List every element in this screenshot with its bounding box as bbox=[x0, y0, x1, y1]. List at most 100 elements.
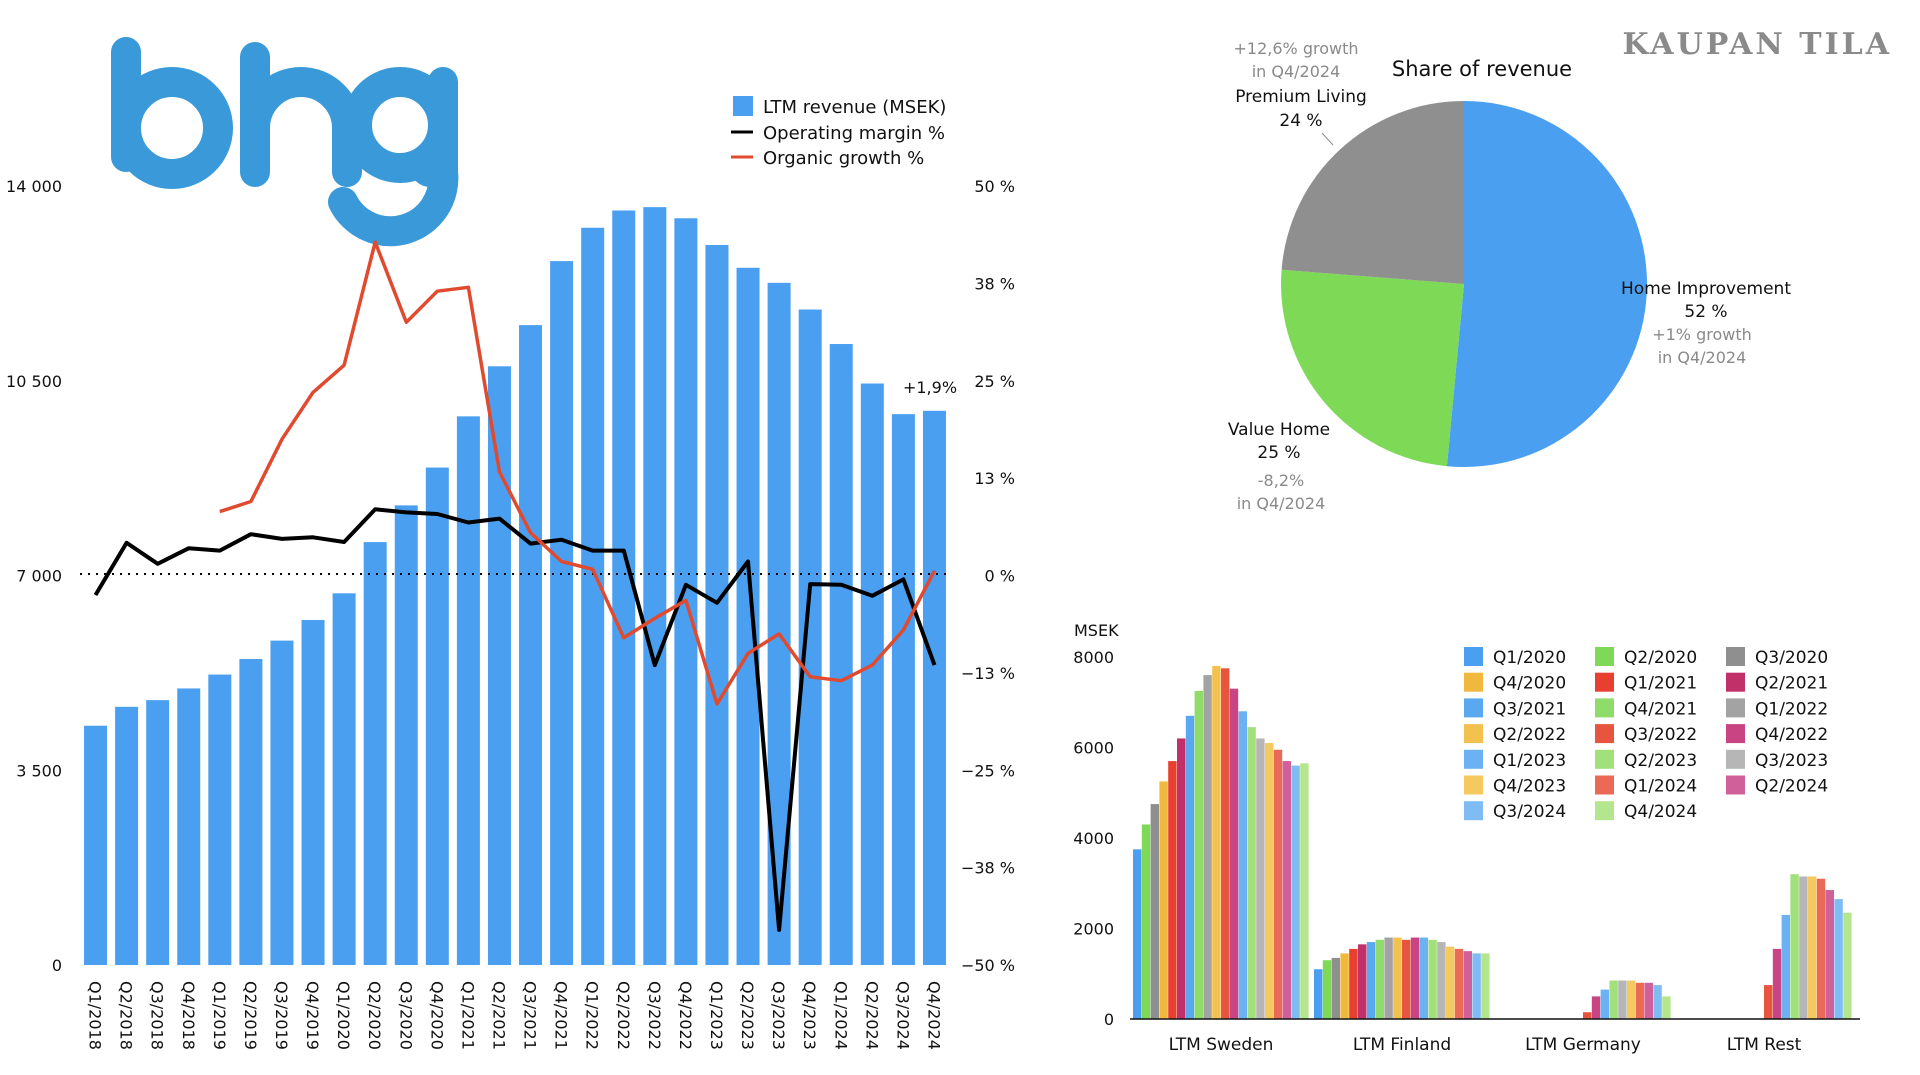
regional-bar-ltm-finland-q2-2021 bbox=[1358, 944, 1367, 1019]
main-legend: LTM revenue (MSEK) Operating margin % Or… bbox=[731, 96, 946, 169]
pie-pct-premium-living: 24 % bbox=[1279, 111, 1322, 131]
regional-bar-ltm-germany-q4-2023 bbox=[1627, 980, 1636, 1019]
regional-bar-ltm-finland-q3-2021 bbox=[1366, 942, 1376, 1019]
regional-legend-label-q4-2022: Q4/2022 bbox=[1755, 725, 1828, 745]
y2-tick-label: −50 % bbox=[961, 956, 1015, 975]
legend-swatch-revenue bbox=[733, 96, 753, 116]
regional-legend-swatch-q3-2021 bbox=[1464, 698, 1483, 718]
pie-note2-value-home: in Q4/2024 bbox=[1237, 494, 1326, 513]
revenue-bar-q4-2019 bbox=[301, 620, 325, 965]
regional-legend-swatch-q4-2022 bbox=[1726, 724, 1745, 744]
regional-bar-ltm-rest-q3-2022 bbox=[1764, 985, 1773, 1019]
regional-bar-ltm-rest-q3-2024 bbox=[1834, 899, 1843, 1019]
regional-bar-ltm-finland-q1-2022 bbox=[1384, 937, 1393, 1019]
regional-group-label: LTM Sweden bbox=[1169, 1035, 1274, 1055]
y-tick-label: 10 500 bbox=[6, 372, 62, 391]
regional-bar-ltm-germany-q3-2022 bbox=[1583, 1012, 1592, 1019]
regional-bar-ltm-finland-q2-2023 bbox=[1428, 939, 1437, 1019]
regional-bar-ltm-sweden-q4-2021 bbox=[1194, 690, 1203, 1019]
legend-label-revenue: LTM revenue (MSEK) bbox=[763, 97, 946, 118]
revenue-bar-q2-2023 bbox=[736, 267, 760, 965]
revenue-bar-q1-2023 bbox=[705, 244, 729, 965]
regional-bar-ltm-finland-q4-2021 bbox=[1375, 939, 1384, 1019]
regional-bar-ltm-sweden-q2-2020 bbox=[1141, 824, 1151, 1019]
x-tick-label: Q2/2018 bbox=[117, 981, 136, 1050]
regional-bar-ltm-sweden-q4-2024 bbox=[1300, 763, 1309, 1019]
pie-pct-home-improvement: 52 % bbox=[1684, 302, 1727, 322]
regional-group-label: LTM Rest bbox=[1727, 1035, 1802, 1055]
regional-bar-ltm-germany-q2-2023 bbox=[1609, 980, 1618, 1019]
regional-legend-swatch-q1-2020 bbox=[1464, 647, 1483, 666]
x-tick-label: Q2/2021 bbox=[489, 981, 508, 1050]
regional-legend-swatch-q1-2023 bbox=[1464, 749, 1483, 769]
regional-bar-ltm-sweden-q1-2024 bbox=[1273, 749, 1283, 1019]
regional-bar-ltm-rest-q1-2023 bbox=[1781, 914, 1790, 1019]
regional-y-tick-label: 2000 bbox=[1073, 920, 1114, 939]
x-tick-label: Q2/2023 bbox=[738, 981, 757, 1050]
x-tick-label: Q1/2024 bbox=[831, 981, 850, 1050]
organic-growth-line bbox=[219, 240, 937, 706]
regional-legend-swatch-q4-2020 bbox=[1464, 672, 1483, 692]
regional-legend-swatch-q1-2021 bbox=[1595, 672, 1614, 692]
revenue-bar-q3-2024 bbox=[891, 414, 915, 965]
x-tick-label: Q1/2022 bbox=[583, 981, 602, 1050]
regional-bar-ltm-sweden-q2-2024 bbox=[1282, 761, 1291, 1019]
revenue-bar-q1-2024 bbox=[829, 344, 853, 965]
regional-bar-ltm-finland-q1-2023 bbox=[1419, 937, 1428, 1019]
regional-legend-label-q1-2022: Q1/2022 bbox=[1755, 699, 1828, 719]
watermark-text: KAUPAN TILA bbox=[1622, 27, 1892, 62]
regional-legend-label-q4-2021: Q4/2021 bbox=[1624, 699, 1697, 719]
regional-bar-ltm-finland-q3-2024 bbox=[1472, 953, 1481, 1019]
regional-y-tick-label: 4000 bbox=[1073, 829, 1114, 848]
regional-legend-swatch-q3-2024 bbox=[1464, 801, 1483, 821]
x-tick-label: Q3/2023 bbox=[769, 981, 788, 1050]
regional-legend-swatch-q2-2024 bbox=[1726, 775, 1745, 795]
regional-group-label: LTM Germany bbox=[1525, 1035, 1641, 1055]
x-tick-label: Q2/2020 bbox=[365, 981, 384, 1050]
regional-bar-ltm-finland-q4-2024 bbox=[1481, 953, 1490, 1019]
regional-legend-label-q2-2023: Q2/2023 bbox=[1624, 751, 1697, 771]
regional-bar-ltm-sweden-q1-2022 bbox=[1203, 675, 1212, 1019]
y-tick-label: 3 500 bbox=[16, 761, 62, 780]
y-tick-label: 7 000 bbox=[16, 567, 62, 586]
pie-label-premium-living: Premium Living bbox=[1235, 87, 1367, 107]
regional-bar-ltm-sweden-q1-2021 bbox=[1168, 761, 1177, 1019]
regional-legend-label-q2-2021: Q2/2021 bbox=[1755, 674, 1828, 694]
regional-bar-ltm-finland-q3-2020 bbox=[1331, 957, 1340, 1019]
regional-bar-ltm-finland-q1-2024 bbox=[1454, 948, 1464, 1019]
regional-bar-ltm-rest-q4-2023 bbox=[1808, 876, 1817, 1019]
x-tick-label: Q4/2021 bbox=[552, 981, 571, 1050]
regional-bar-ltm-germany-q3-2024 bbox=[1653, 985, 1662, 1019]
regional-legend-swatch-q4-2021 bbox=[1595, 698, 1614, 718]
revenue-bar-q1-2019 bbox=[208, 674, 232, 965]
revenue-bar-q3-2019 bbox=[270, 640, 294, 965]
pie-note2-home-improvement: in Q4/2024 bbox=[1658, 348, 1747, 367]
regional-legend-swatch-q2-2023 bbox=[1595, 749, 1614, 769]
x-tick-label: Q3/2020 bbox=[396, 981, 415, 1050]
regional-bar-ltm-finland-q4-2023 bbox=[1446, 946, 1455, 1019]
pie-slice-home-improvement bbox=[1446, 101, 1647, 467]
x-tick-label: Q4/2019 bbox=[303, 981, 322, 1050]
revenue-bar-q2-2022 bbox=[612, 210, 636, 966]
regional-bar-ltm-sweden-q3-2024 bbox=[1291, 765, 1300, 1019]
revenue-bar-q3-2018 bbox=[146, 700, 170, 965]
regional-legend-swatch-q2-2021 bbox=[1726, 672, 1745, 692]
x-tick-label: Q3/2021 bbox=[521, 981, 540, 1050]
x-tick-label: Q4/2018 bbox=[179, 981, 198, 1050]
revenue-bar-q4-2023 bbox=[798, 309, 822, 966]
x-tick-label: Q1/2019 bbox=[210, 981, 229, 1050]
regional-legend-swatch-q3-2023 bbox=[1726, 749, 1745, 769]
pie-leader-premium-living bbox=[1321, 132, 1334, 146]
x-tick-label: Q4/2020 bbox=[427, 981, 446, 1050]
pie-label-value-home: Value Home bbox=[1228, 420, 1330, 440]
regional-legend-swatch-q1-2022 bbox=[1726, 698, 1745, 718]
y2-tick-label: 50 % bbox=[974, 177, 1015, 196]
regional-bar-ltm-rest-q4-2024 bbox=[1843, 912, 1852, 1019]
regional-bar-ltm-sweden-q2-2022 bbox=[1212, 666, 1221, 1019]
regional-chart: MSEK 0 2000 4000 6000 8000 LTM Sweden LTM Fin… bbox=[1073, 621, 1860, 1055]
regional-bar-ltm-sweden-q2-2023 bbox=[1247, 727, 1256, 1019]
regional-bar-ltm-germany-q3-2023 bbox=[1618, 980, 1627, 1019]
regional-bar-ltm-sweden-q4-2023 bbox=[1265, 742, 1274, 1019]
regional-legend-swatch-q2-2020 bbox=[1595, 647, 1614, 666]
